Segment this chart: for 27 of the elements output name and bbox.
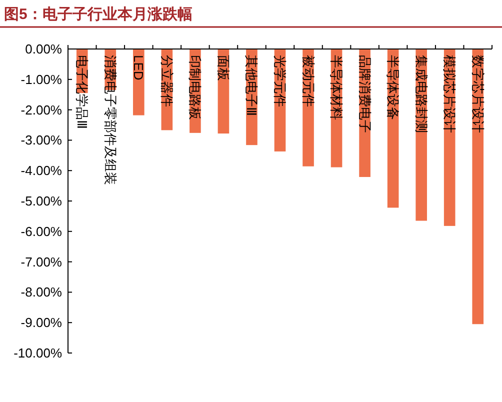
chart-title: 图5：电子子行业本月涨跌幅 [4, 6, 192, 23]
y-tick-label: -1.00% [20, 72, 62, 87]
x-tick-label: 光学元件 [272, 55, 288, 107]
x-tick-label: 分立器件 [159, 55, 174, 107]
x-tick-label: 面板 [216, 55, 231, 81]
x-tick-label: 模拟芯片设计 [442, 55, 458, 133]
y-tick-label: -5.00% [20, 194, 62, 208]
x-tick-label: 电子化学品Ⅲ [74, 55, 90, 129]
y-tick-label: -10.00% [14, 346, 62, 360]
y-tick-label: -9.00% [20, 315, 62, 330]
x-tick-label: LED [131, 55, 146, 80]
x-tick-label: 半导体材料 [329, 55, 344, 120]
x-tick-label: 印制电路板 [188, 55, 203, 120]
x-tick-label: 半导体设备 [386, 55, 401, 120]
y-tick-label: -4.00% [20, 163, 62, 178]
y-tick-label: -8.00% [20, 284, 62, 300]
x-tick-label: 数字芯片设计 [470, 55, 486, 133]
y-tick-label: -6.00% [20, 224, 62, 239]
y-tick-label: -3.00% [20, 132, 62, 148]
x-tick-label: 其他电子Ⅲ [244, 55, 260, 116]
x-tick-label: 集成电路封测 [414, 55, 429, 133]
x-tick-label: 消费电子零部件及组装 [102, 55, 118, 185]
x-tick-label: 品牌消费电子 [357, 55, 372, 133]
x-tick-label: 被动元件 [300, 55, 316, 107]
y-tick-label: -7.00% [20, 254, 62, 270]
y-tick-label: -2.00% [20, 102, 62, 118]
y-tick-label: 0.00% [25, 42, 62, 56]
